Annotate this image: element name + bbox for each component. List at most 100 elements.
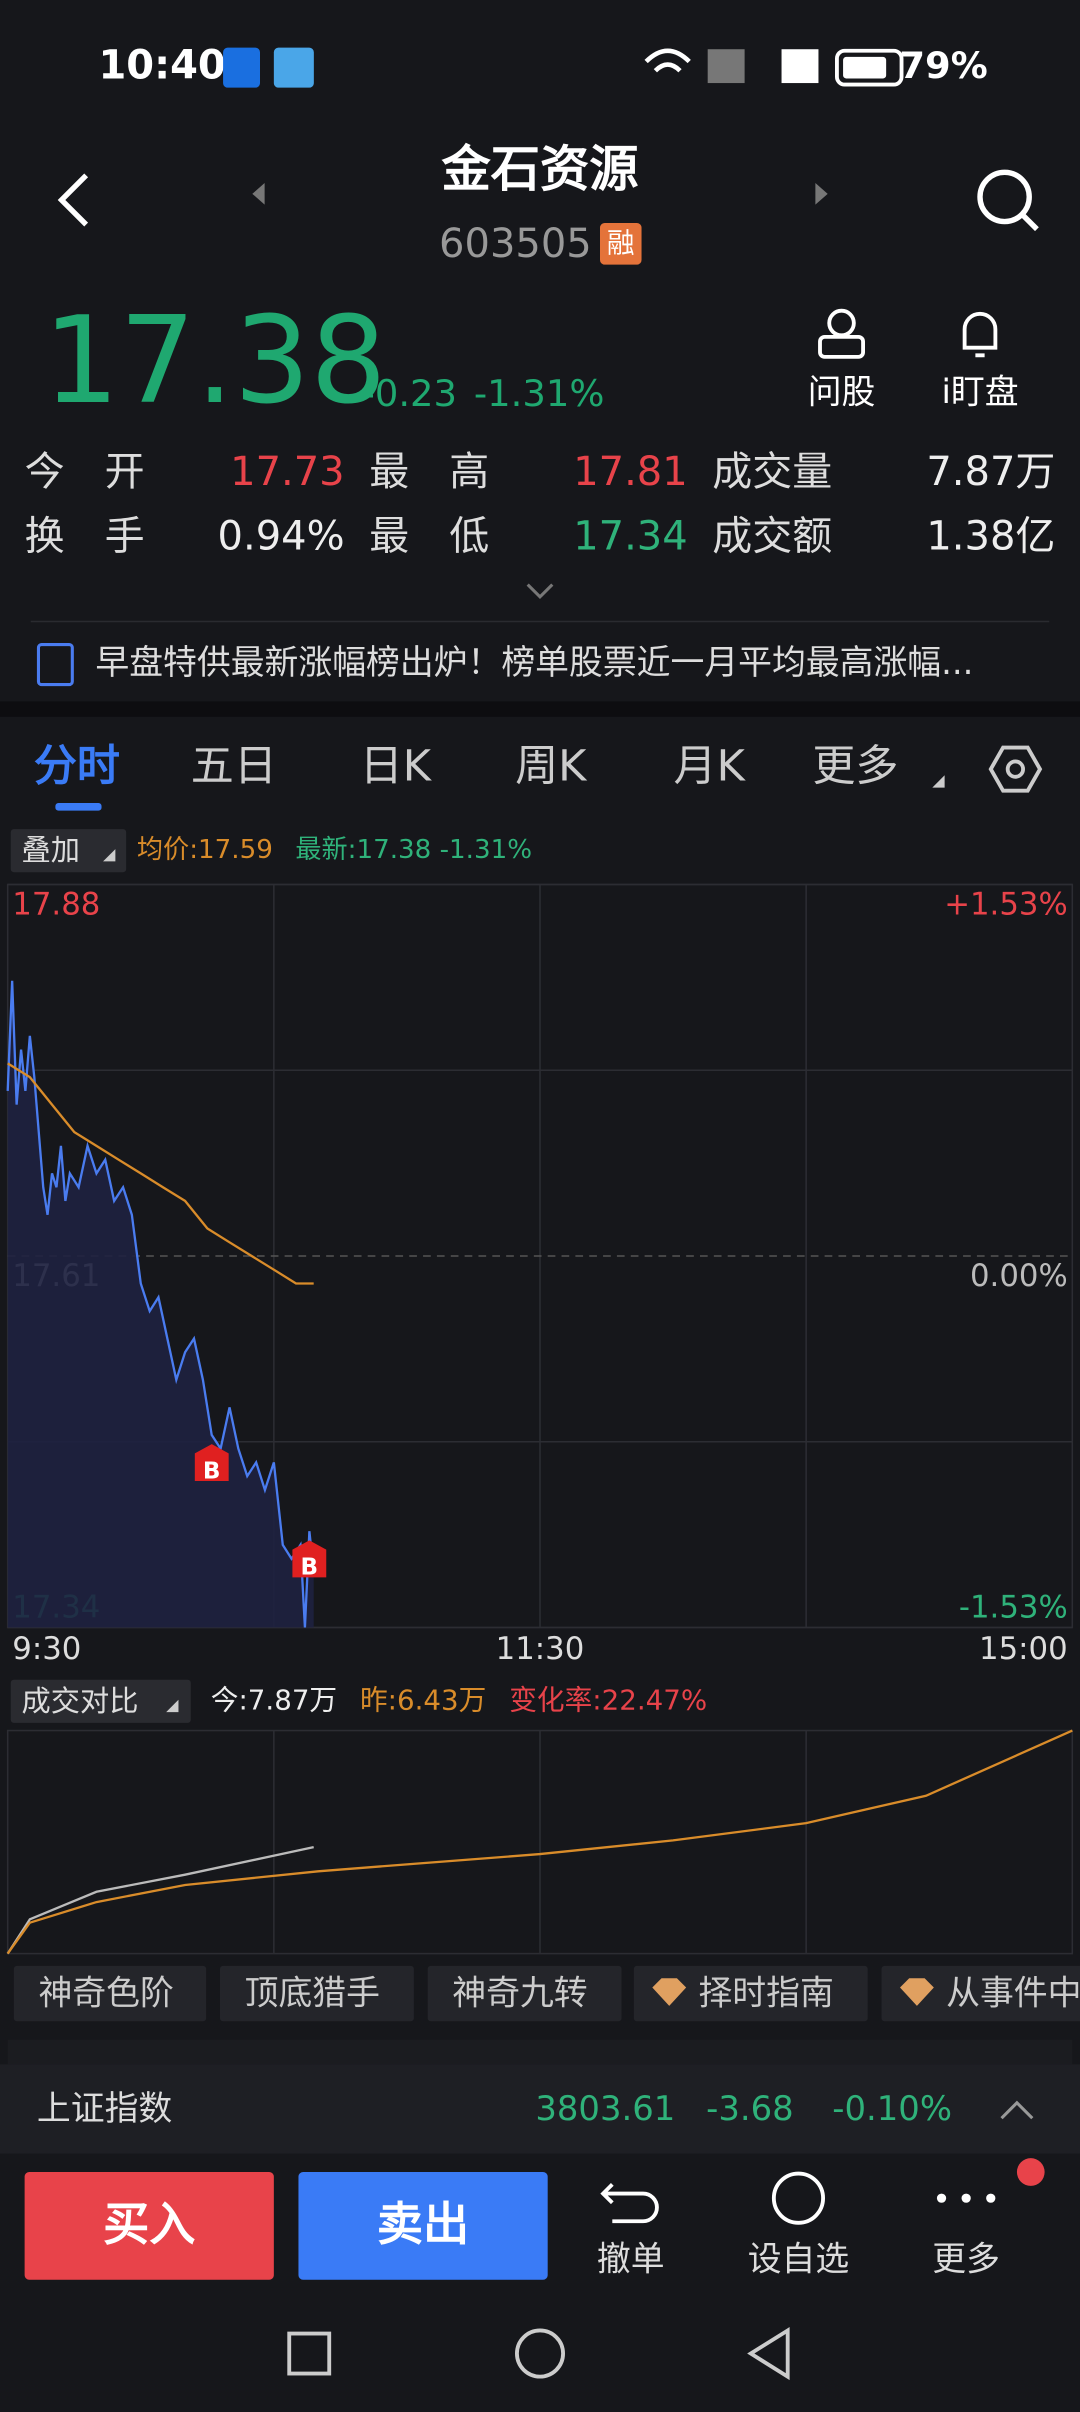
last-price: 17.38	[43, 292, 387, 431]
notice-text[interactable]: 早盘特供最新涨幅榜出炉！榜单股票近一月平均最高涨幅...	[95, 643, 973, 682]
index-pct: -0.10%	[832, 2089, 952, 2128]
signal-5g-icon	[781, 49, 819, 84]
x-tick-label: 15:00	[979, 1631, 1068, 1667]
clock: 10:40	[98, 43, 225, 89]
series-line	[6, 980, 315, 1628]
battery-icon	[835, 48, 904, 87]
tool-label[interactable]: 神奇色阶	[38, 1974, 173, 2013]
index-value: 3803.61	[535, 2089, 675, 2128]
buy-marker	[292, 1540, 327, 1578]
stock-code: 603505	[439, 221, 592, 267]
expand-chevron[interactable]	[526, 583, 554, 600]
tab[interactable]: 更多	[812, 742, 898, 792]
tab[interactable]: 周K	[515, 742, 588, 792]
sell-text[interactable]: 卖出	[377, 2197, 469, 2251]
stat-label: 今 开	[25, 449, 145, 495]
nav-back[interactable]	[747, 2327, 790, 2381]
y2-tick-label: +1.53%	[944, 887, 1067, 923]
wifi-icon	[644, 48, 691, 73]
ask-icon-body	[818, 334, 865, 359]
stock-name: 金石资源	[442, 140, 639, 198]
tab[interactable]: 月K	[674, 742, 747, 792]
tab-indicator	[55, 802, 102, 811]
tool-label[interactable]: 顶底猎手	[245, 1974, 380, 2013]
stat-value: 1.38亿	[926, 513, 1055, 559]
y-tick-label: 17.88	[12, 887, 100, 923]
buy-marker-label: B	[301, 1555, 319, 1581]
x-tick-label: 11:30	[496, 1631, 585, 1667]
index-bar[interactable]	[0, 2064, 1080, 2154]
tab[interactable]: 五日	[191, 742, 277, 792]
tool-button[interactable]	[427, 1965, 622, 2022]
series-line	[6, 1729, 1073, 1955]
more-triangle	[932, 775, 945, 788]
tab[interactable]: 日K	[360, 742, 433, 792]
notice-icon	[36, 642, 74, 687]
prev-stock[interactable]	[252, 183, 265, 205]
index-name: 上证指数	[37, 2089, 172, 2128]
battery-text: 79%	[899, 44, 987, 87]
stat-value: 17.81	[573, 449, 687, 495]
settings-button[interactable]	[988, 745, 1043, 793]
tool-button[interactable]	[13, 1965, 207, 2022]
overlay-button-text[interactable]: 叠加	[22, 833, 80, 867]
volume-yesterday: 昨:6.43万	[360, 1683, 486, 1716]
volume-compare-button[interactable]	[10, 1679, 191, 1723]
nav-home[interactable]	[515, 2328, 565, 2379]
stat-value: 7.87万	[926, 449, 1055, 495]
battery-level	[843, 56, 887, 79]
ask-label[interactable]: 问股	[808, 372, 876, 411]
price-change: -0.23	[362, 372, 458, 415]
search-button[interactable]	[977, 169, 1032, 225]
tool-button[interactable]	[220, 1965, 414, 2022]
series-line	[7, 1062, 314, 1285]
buy-text[interactable]: 买入	[103, 2197, 195, 2251]
tool-label[interactable]: 神奇九转	[452, 1974, 587, 2013]
settings-dot	[1005, 759, 1025, 779]
undo-icon[interactable]	[600, 2182, 659, 2224]
tab[interactable]: 分时	[34, 742, 120, 792]
watchlist-icon[interactable]	[771, 2171, 825, 2225]
margin-badge-text: 融	[607, 227, 635, 260]
series-line	[6, 1846, 314, 1955]
watch-label[interactable]: i盯盘	[941, 372, 1018, 411]
stat-label: 成交量	[712, 449, 832, 495]
watch-icon[interactable]	[962, 311, 998, 358]
latest-price: 最新:17.38 -1.31%	[295, 835, 532, 865]
search-handle	[1021, 213, 1039, 232]
index-expand[interactable]	[1000, 2100, 1034, 2120]
signal-row-clipped	[7, 2039, 1073, 2065]
overlay-button[interactable]	[10, 829, 127, 873]
nav-recent[interactable]	[287, 2331, 332, 2376]
avg-price: 均价:17.59	[137, 835, 273, 865]
margin-badge	[600, 223, 642, 265]
back-button[interactable]	[57, 173, 89, 227]
more-label[interactable]: 更多	[932, 2240, 1000, 2279]
gem-icon	[652, 1978, 687, 2006]
next-stock[interactable]	[815, 183, 828, 205]
stat-value: 0.94%	[218, 513, 345, 559]
buy-marker-label: B	[203, 1458, 221, 1484]
tool-button[interactable]	[881, 1965, 1080, 2022]
sell-button[interactable]	[298, 2172, 548, 2280]
stat-label: 成交额	[712, 513, 832, 559]
y2-tick-label: 0.00%	[970, 1258, 1068, 1294]
index-change: -3.68	[706, 2089, 794, 2128]
volume-compare-text[interactable]: 成交对比	[22, 1684, 139, 1718]
volume-today: 今:7.87万	[211, 1683, 337, 1716]
app-icon	[223, 47, 260, 88]
tool-label[interactable]: 择时指南	[698, 1974, 833, 2013]
gem-icon	[900, 1978, 934, 2006]
signal-icon	[707, 49, 745, 84]
watchlist-label[interactable]: 设自选	[748, 2240, 849, 2279]
more-dot	[986, 2193, 996, 2203]
weather-icon	[273, 47, 314, 88]
stat-value: 17.73	[230, 449, 344, 495]
tool-button[interactable]	[633, 1965, 868, 2022]
undo-label[interactable]: 撤单	[597, 2240, 665, 2279]
stat-label: 换 手	[25, 513, 145, 559]
tool-label[interactable]: 从事件中	[946, 1974, 1080, 2013]
buy-button[interactable]	[24, 2172, 274, 2280]
price-change-pct: -1.31%	[474, 372, 605, 415]
